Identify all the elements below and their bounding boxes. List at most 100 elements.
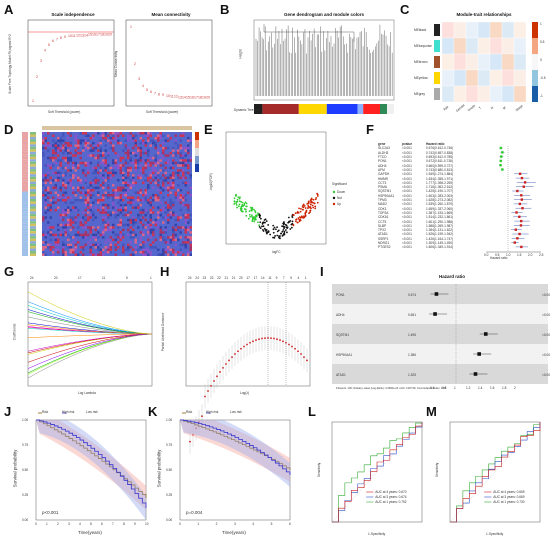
heatmap-cell <box>164 241 167 244</box>
heatmap-cell <box>154 246 157 249</box>
heatmap-cell <box>62 191 65 194</box>
gene-hr: 1.634(1.355-1.971) <box>426 176 454 181</box>
heatmap-cell <box>127 218 130 222</box>
e-legend-title: Significant <box>332 182 347 186</box>
heatmap-cell <box>134 161 137 165</box>
heatmap-cell <box>167 236 170 239</box>
y-tick: 1.00 <box>166 418 173 422</box>
heatmap-cell <box>42 179 45 182</box>
heatmap-cell <box>97 144 100 147</box>
volcano-point <box>307 207 309 209</box>
heatmap-cell <box>62 132 65 135</box>
scale-independence-title: Scale independence <box>51 12 95 17</box>
volcano-point <box>267 224 270 226</box>
heatmap-cell <box>104 179 107 182</box>
heatmap-cell <box>79 141 82 145</box>
heatmap-cell <box>79 179 82 182</box>
hr-marker <box>434 292 439 296</box>
gene-pvalue: <0.001 <box>542 333 550 337</box>
heatmap-cell <box>109 211 112 214</box>
heatmap-cell <box>149 253 152 256</box>
heatmap-cell <box>107 154 110 157</box>
heatmap-cell <box>89 246 92 249</box>
heatmap-cell <box>97 248 100 252</box>
top-tick: 11 <box>268 276 272 280</box>
heatmap-cell <box>162 206 165 209</box>
heatmap-cell <box>139 246 142 249</box>
heatmap-cell <box>152 186 155 190</box>
heatmap-cell <box>129 241 132 244</box>
heatmap-cell <box>187 159 190 162</box>
heatmap-cell <box>72 186 75 190</box>
heatmap-cell <box>117 236 120 239</box>
heatmap-cell <box>74 169 77 172</box>
heatmap-cell <box>69 218 72 222</box>
top-tick: 20 <box>239 276 243 280</box>
volcano-point <box>283 222 286 225</box>
heatmap-cell <box>179 194 182 197</box>
heatmap-cell <box>167 134 170 137</box>
heatmap-cell <box>97 208 100 212</box>
heatmap-cell <box>49 238 52 242</box>
heatmap-cell <box>142 251 145 254</box>
volcano-point <box>258 224 261 227</box>
heatmap-cell <box>87 211 90 214</box>
heatmap-cell <box>82 233 85 237</box>
heatmap-cell <box>79 223 82 227</box>
legend-step <box>195 156 199 164</box>
heatmap-cell <box>184 221 187 224</box>
heatmap-cell <box>162 216 165 219</box>
coefficient-path <box>27 333 153 363</box>
heatmap-cell <box>72 161 75 165</box>
heatmap-cell <box>129 151 132 155</box>
heatmap-cell <box>44 216 47 219</box>
heatmap-cell <box>47 141 50 145</box>
heatmap-cell <box>52 251 55 254</box>
heatmap-cell <box>149 176 152 180</box>
sft-point: 18 <box>100 33 104 37</box>
volcano-point <box>245 205 248 208</box>
j-pvalue: p<0.001 <box>42 510 59 515</box>
heatmap-cell <box>139 154 142 157</box>
hr-marker <box>520 194 523 197</box>
volcano-point <box>309 199 312 202</box>
row-annotation <box>30 223 36 227</box>
row-annotation <box>30 231 36 234</box>
heatmap-cell <box>172 146 175 150</box>
heatmap-cell <box>119 198 122 202</box>
heatmap-cell <box>119 132 122 135</box>
cv-point <box>195 427 197 430</box>
heatmap-cell <box>89 184 92 187</box>
row-annotation <box>22 149 28 152</box>
volcano-point <box>244 208 247 211</box>
row-annotation <box>30 238 36 242</box>
heatmap-cell <box>64 146 67 150</box>
heatmap-cell <box>159 238 162 242</box>
heatmap-cell <box>119 194 122 197</box>
coefficient-path <box>27 324 153 335</box>
heatmap-cell <box>67 246 70 249</box>
volcano-point <box>295 218 298 221</box>
heatmap-cell <box>187 144 190 147</box>
module-label: MEblack <box>414 28 427 32</box>
heatmap-cell <box>112 166 115 170</box>
heatmap-cell <box>124 189 127 192</box>
heatmap-cell <box>42 154 45 157</box>
roc-curve <box>450 422 541 523</box>
hr-marker <box>516 189 519 193</box>
heatmap-cell <box>134 191 137 194</box>
legend-step <box>532 54 538 70</box>
heatmap-cell <box>64 253 67 256</box>
heatmap-cell <box>187 206 190 209</box>
heatmap-cell <box>84 218 87 222</box>
heatmap-cell <box>77 253 80 256</box>
row-annotation <box>22 196 28 199</box>
heatmap-cell <box>142 198 145 202</box>
heatmap-cell <box>167 139 170 142</box>
row-annotation <box>30 241 36 244</box>
gene-hr: 0.651 <box>408 313 416 317</box>
heatmap-cell <box>149 201 152 204</box>
volcano-point <box>256 221 259 224</box>
cv-point <box>189 440 191 443</box>
